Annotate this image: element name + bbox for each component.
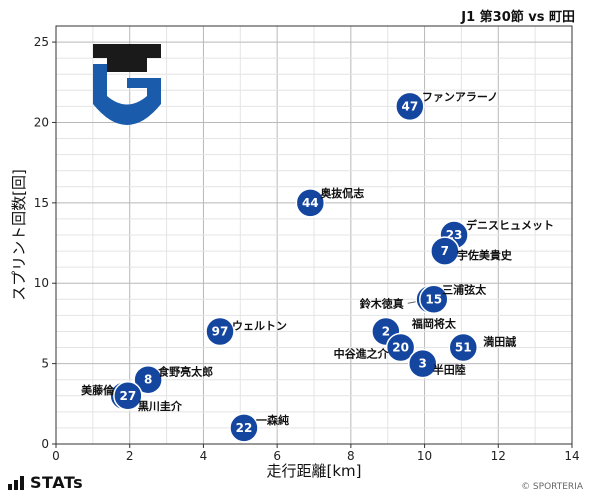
player-number: 3: [419, 357, 427, 371]
x-tick-label: 10: [417, 449, 432, 463]
x-tick-label: 2: [126, 449, 134, 463]
player-name-label: 半田陸: [433, 363, 466, 377]
y-axis-label: スプリント回数[回]: [10, 169, 28, 301]
player-name-label: 三浦弦太: [442, 282, 487, 296]
player-marker: [205, 316, 235, 347]
player-marker: [113, 381, 143, 411]
player-name-label: 黒川圭介: [138, 399, 183, 413]
player-number: 27: [120, 389, 137, 403]
player-marker: [407, 348, 438, 379]
y-tick-label: 0: [41, 437, 49, 451]
player-name-label: ウェルトン: [232, 319, 287, 332]
player-number: 2: [382, 324, 390, 338]
grid: [56, 26, 572, 444]
player-number: 47: [401, 99, 418, 113]
x-tick-label: 12: [491, 449, 506, 463]
x-tick-label: 4: [200, 449, 208, 463]
player-marker: [448, 332, 479, 363]
player-name-label: 奥抜侃志: [319, 186, 364, 200]
stats-brand: STATs: [30, 473, 84, 492]
player-name-label: ファンアラーノ: [422, 90, 498, 103]
player-name-label: 満田誠: [483, 335, 516, 349]
player-marker: [430, 236, 460, 266]
player-number: 97: [212, 324, 229, 338]
player-marker: [385, 332, 416, 363]
stats-bars-icon: [8, 475, 24, 490]
player-number: 7: [441, 244, 449, 258]
player-number: 15: [425, 292, 442, 306]
player-name-label: 一森純: [256, 413, 289, 427]
axes: 0 2 4 6 8 10 12 14 0 5 10 15 20 25 走行距離[km] スプリント回数[回]: [10, 25, 580, 480]
player-number: 8: [144, 373, 152, 387]
player-name-label: 鈴木徳真: [360, 296, 404, 310]
player-name-label: デニスヒュメット: [466, 218, 554, 232]
data-points: 47442371315972512038212722: [109, 91, 479, 443]
y-tick-label: 20: [34, 115, 49, 129]
player-name-label: 宇佐美貴史: [457, 248, 513, 262]
x-tick-label: 0: [52, 449, 60, 463]
copyright: © SPORTERIA: [521, 482, 583, 492]
player-number: 44: [302, 196, 319, 210]
player-name-label: 美藤倫: [81, 383, 115, 397]
y-tick-label: 25: [34, 35, 49, 49]
match-title: J1 第30節 vs 町田: [461, 10, 575, 25]
player-number: 22: [236, 421, 253, 435]
stats-logo: STATs: [8, 473, 83, 492]
player-name-label: 中谷進之介: [334, 347, 390, 361]
x-tick-label: 14: [564, 449, 579, 463]
y-tick-label: 15: [34, 196, 49, 210]
player-number: 51: [455, 341, 472, 355]
plot-frame: [55, 25, 573, 445]
y-tick-label: 5: [41, 357, 49, 371]
player-marker: [133, 364, 163, 395]
player-marker: [229, 413, 259, 443]
player-marker: [419, 284, 449, 315]
y-tick-label: 10: [34, 276, 49, 290]
player-marker: [395, 91, 425, 122]
player-name-label: 食野亮太郎: [158, 365, 213, 379]
x-axis-label: 走行距離[km]: [266, 462, 361, 480]
x-tick-label: 8: [347, 449, 355, 463]
player-name-label: 福岡将太: [411, 316, 457, 330]
player-marker: [295, 188, 326, 218]
player-number: 20: [392, 341, 409, 355]
x-tick-label: 6: [273, 449, 281, 463]
club-emblem: [93, 44, 161, 125]
